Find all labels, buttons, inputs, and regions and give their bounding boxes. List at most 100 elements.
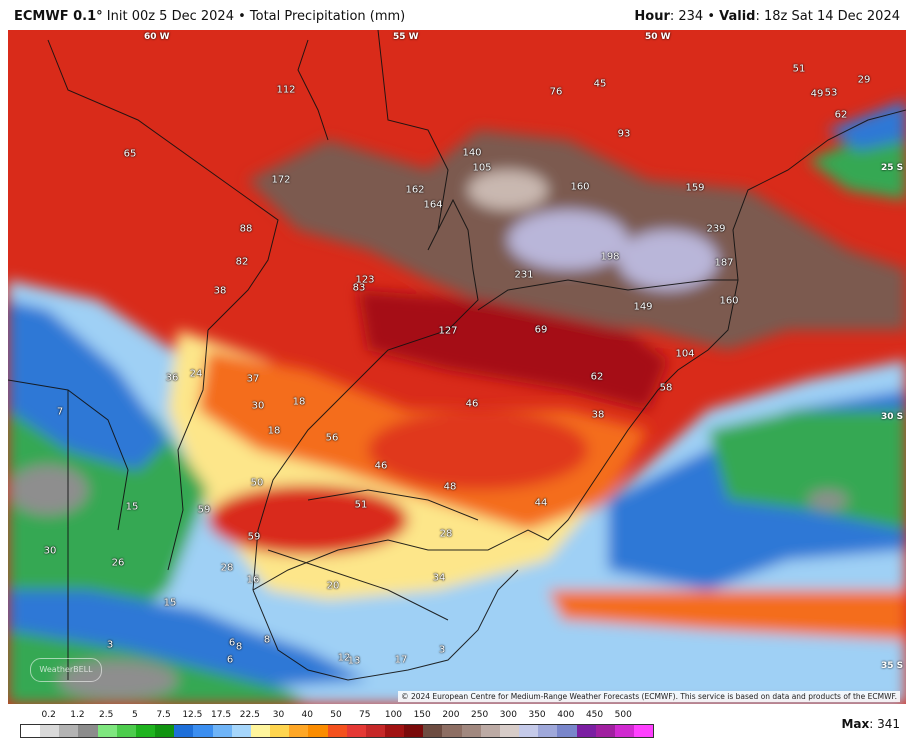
lon-50w: 50 W — [645, 32, 671, 42]
precip-label: 105 — [472, 162, 492, 174]
hour-label: Hour — [634, 9, 670, 24]
precip-label: 24 — [189, 368, 203, 380]
legend-tick-label: 150 — [413, 710, 431, 720]
precip-label: 56 — [325, 432, 339, 444]
precip-label: 127 — [438, 325, 458, 337]
legend-swatch — [461, 725, 481, 737]
precip-label: 20 — [326, 580, 340, 592]
lat-35s: 35 S — [881, 661, 904, 671]
legend-swatch — [614, 725, 634, 737]
precip-label: 18 — [292, 396, 306, 408]
legend-swatch — [557, 725, 577, 737]
precip-label: 65 — [123, 148, 137, 160]
legend-tick-label: 1.2 — [70, 710, 85, 720]
precip-label: 159 — [685, 182, 705, 194]
legend-tick-label: 350 — [528, 710, 546, 720]
precip-label: 49 — [810, 88, 824, 100]
precip-label: 38 — [213, 285, 227, 297]
precip-label: 83 — [352, 282, 366, 294]
precip-label: 62 — [834, 109, 848, 121]
precip-label: 26 — [111, 557, 125, 569]
precip-label: 48 — [443, 481, 457, 493]
precip-label: 3 — [438, 644, 446, 656]
legend-swatch — [40, 725, 60, 737]
legend-swatch — [59, 725, 79, 737]
legend-tick-label: 5 — [132, 710, 138, 720]
legend-tick-label: 75 — [358, 710, 371, 720]
map-title: ECMWF 0.1° Init 00z 5 Dec 2024 • Total P… — [14, 9, 405, 24]
precip-label: 30 — [251, 400, 265, 412]
precip-label: 45 — [593, 78, 607, 90]
border-lines — [8, 30, 906, 681]
legend-tick-label: 40 — [301, 710, 313, 720]
precip-label: 6 — [226, 654, 234, 666]
precip-label: 12 — [337, 652, 351, 664]
precip-label: 38 — [591, 409, 605, 421]
legend-swatch — [270, 725, 290, 737]
precip-label: 6 — [228, 637, 236, 649]
precip-label: 198 — [600, 251, 620, 263]
precip-label: 37 — [246, 373, 260, 385]
precipitation-map[interactable]: 60 W 55 W 50 W 25 S 30 S 35 S 112 76 45 51 2… — [8, 30, 906, 704]
precip-label: 162 — [405, 184, 425, 196]
legend-tick-label: 250 — [471, 710, 489, 720]
legend-swatch — [174, 725, 194, 737]
max-value: Max: 341 — [841, 717, 900, 731]
precip-label: 149 — [633, 301, 653, 313]
copyright-notice: © 2024 European Centre for Medium-Range … — [398, 691, 900, 702]
precip-label: 112 — [276, 84, 296, 96]
legend-swatch — [634, 725, 654, 737]
precip-label: 231 — [514, 269, 534, 281]
lon-60w: 60 W — [144, 32, 170, 42]
precip-label: 44 — [534, 497, 548, 509]
legend-tick-label: 100 — [384, 710, 403, 720]
precip-label: 50 — [250, 477, 264, 489]
legend-swatch — [135, 725, 156, 737]
precip-label: 93 — [617, 128, 631, 140]
legend-swatch — [519, 725, 539, 737]
precip-label: 82 — [235, 256, 249, 268]
legend-swatch — [404, 725, 424, 737]
precip-label: 36 — [165, 372, 179, 384]
precip-label: 3 — [106, 639, 114, 651]
precip-label: 28 — [220, 562, 234, 574]
legend-tick-label: 12.5 — [182, 710, 203, 720]
lon-55w: 55 W — [393, 32, 419, 42]
weatherbell-logo: WeatherBELL — [30, 658, 102, 682]
precip-label: 46 — [465, 398, 479, 410]
precip-label: 239 — [706, 223, 726, 235]
precip-label: 59 — [247, 531, 261, 543]
precip-label: 76 — [549, 86, 563, 98]
precip-label: 13 — [347, 655, 361, 667]
max-number: : 341 — [869, 717, 900, 731]
precip-label: 7 — [56, 406, 64, 418]
precip-label: 172 — [271, 174, 291, 186]
valid-label: Valid — [719, 9, 756, 24]
legend-swatch — [308, 725, 328, 737]
precip-label: 160 — [570, 181, 590, 193]
color-legend: 0.2 1.2 2.5 5 7.5 12.5 17.5 22.5 30 40 50 75 100 150 2… — [20, 710, 660, 742]
legend-tick-label: 500 — [614, 710, 632, 720]
precip-label: 140 — [462, 147, 482, 159]
legend-swatch — [97, 725, 117, 737]
legend-tick-label: 7.5 — [156, 710, 171, 720]
legend-tick-label: 22.5 — [239, 710, 260, 720]
precip-label: 29 — [857, 74, 871, 86]
legend-swatch — [193, 725, 213, 737]
legend-swatch — [480, 725, 500, 737]
legend-swatch — [384, 725, 405, 737]
legend-swatch — [576, 725, 596, 737]
legend-tick-label: 17.5 — [211, 710, 232, 720]
precip-label: 104 — [675, 348, 695, 360]
precip-label: 16 — [246, 574, 260, 586]
legend-swatch — [499, 725, 520, 737]
lat-30s: 30 S — [881, 412, 904, 422]
legend-colorbar — [20, 724, 654, 738]
legend-swatch — [155, 725, 175, 737]
legend-swatch — [595, 725, 615, 737]
precip-label: 123 — [355, 274, 375, 286]
precip-label: 30 — [43, 545, 57, 557]
precip-label: 34 — [432, 572, 446, 584]
legend-tick-label: 400 — [557, 710, 575, 720]
legend-swatch — [250, 725, 271, 737]
